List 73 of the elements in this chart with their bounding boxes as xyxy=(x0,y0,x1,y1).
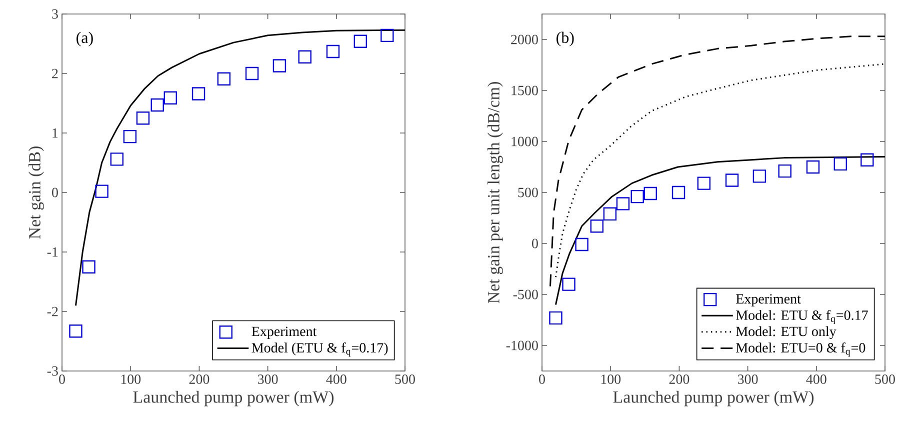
x-tick-label: 100 xyxy=(601,374,621,384)
point xyxy=(616,197,630,210)
line-series xyxy=(554,156,885,306)
annotation: (b) xyxy=(556,32,574,46)
point xyxy=(562,278,576,291)
point xyxy=(354,34,368,48)
y-tick-label: -1 xyxy=(47,247,58,257)
y-axis-title: Net gain per unit length (dB/cm) xyxy=(487,82,503,304)
point xyxy=(549,311,562,325)
point xyxy=(834,157,848,171)
point xyxy=(644,186,657,200)
point xyxy=(82,260,96,274)
x-axis-title: Launched pump power (mW) xyxy=(133,390,334,406)
x-tick-label: 500 xyxy=(875,374,895,384)
line-series xyxy=(554,63,885,278)
point xyxy=(697,176,710,190)
point xyxy=(192,87,206,100)
x-tick-label: 400 xyxy=(326,374,346,384)
point xyxy=(630,190,644,204)
point xyxy=(164,91,177,104)
point xyxy=(752,170,766,183)
annotation: (a) xyxy=(76,32,93,46)
y-tick-label: 500 xyxy=(518,188,538,198)
legend-label: Experiment xyxy=(736,294,801,306)
y-tick-label: 2000 xyxy=(511,34,538,44)
y-axis-title: Net gain (dB) xyxy=(28,146,44,239)
y-tick-label: 2 xyxy=(52,68,58,78)
point xyxy=(217,72,231,86)
x-axis-title: Launched pump power (mW) xyxy=(613,390,814,406)
legend-label: Model: ETU & f$_{q}$=0.17 xyxy=(736,310,868,324)
x-tick-label: 500 xyxy=(395,374,415,384)
x-tick-label: 0 xyxy=(539,374,545,384)
x-tick-label: 300 xyxy=(258,374,278,384)
point xyxy=(380,28,394,42)
point xyxy=(136,112,150,125)
point xyxy=(778,164,792,178)
y-tick-label: -500 xyxy=(513,290,538,300)
point xyxy=(603,207,617,221)
point xyxy=(272,59,286,72)
y-tick-label: 0 xyxy=(52,188,58,198)
legend-label: Experiment xyxy=(252,326,317,339)
legend-label: Model: ETU only xyxy=(736,326,836,340)
x-tick-label: 400 xyxy=(806,374,826,384)
x-tick-label: 200 xyxy=(189,374,210,384)
y-tick-label: 1500 xyxy=(512,86,538,96)
y-tick-label: -1000 xyxy=(506,340,538,350)
y-tick-label: 1 xyxy=(52,128,58,138)
y-tick-label: 0 xyxy=(532,238,538,248)
point xyxy=(110,152,124,166)
point xyxy=(575,238,588,252)
x-tick-label: 0 xyxy=(59,374,65,384)
y-tick-label: -2 xyxy=(47,306,58,316)
point xyxy=(725,174,739,187)
point xyxy=(150,98,164,112)
legend-label: Model: ETU=0 & f$_{q}$=0 xyxy=(736,342,866,357)
point xyxy=(95,184,108,198)
y-tick-label: -3 xyxy=(47,366,58,376)
point xyxy=(69,324,82,338)
line-series xyxy=(74,29,405,306)
point xyxy=(123,130,137,144)
point xyxy=(590,220,604,233)
y-tick-label: 3 xyxy=(52,9,58,19)
point xyxy=(245,66,259,80)
point xyxy=(672,186,686,200)
point xyxy=(860,153,874,166)
y-tick-label: 1000 xyxy=(512,136,538,146)
point xyxy=(326,44,340,58)
legend-label: Model (ETU & f$_{q}$=0.17) xyxy=(252,342,388,357)
x-tick-label: 300 xyxy=(738,374,758,384)
point xyxy=(298,50,312,64)
x-tick-label: 200 xyxy=(669,374,690,384)
point xyxy=(806,160,820,174)
x-tick-label: 100 xyxy=(121,374,141,384)
